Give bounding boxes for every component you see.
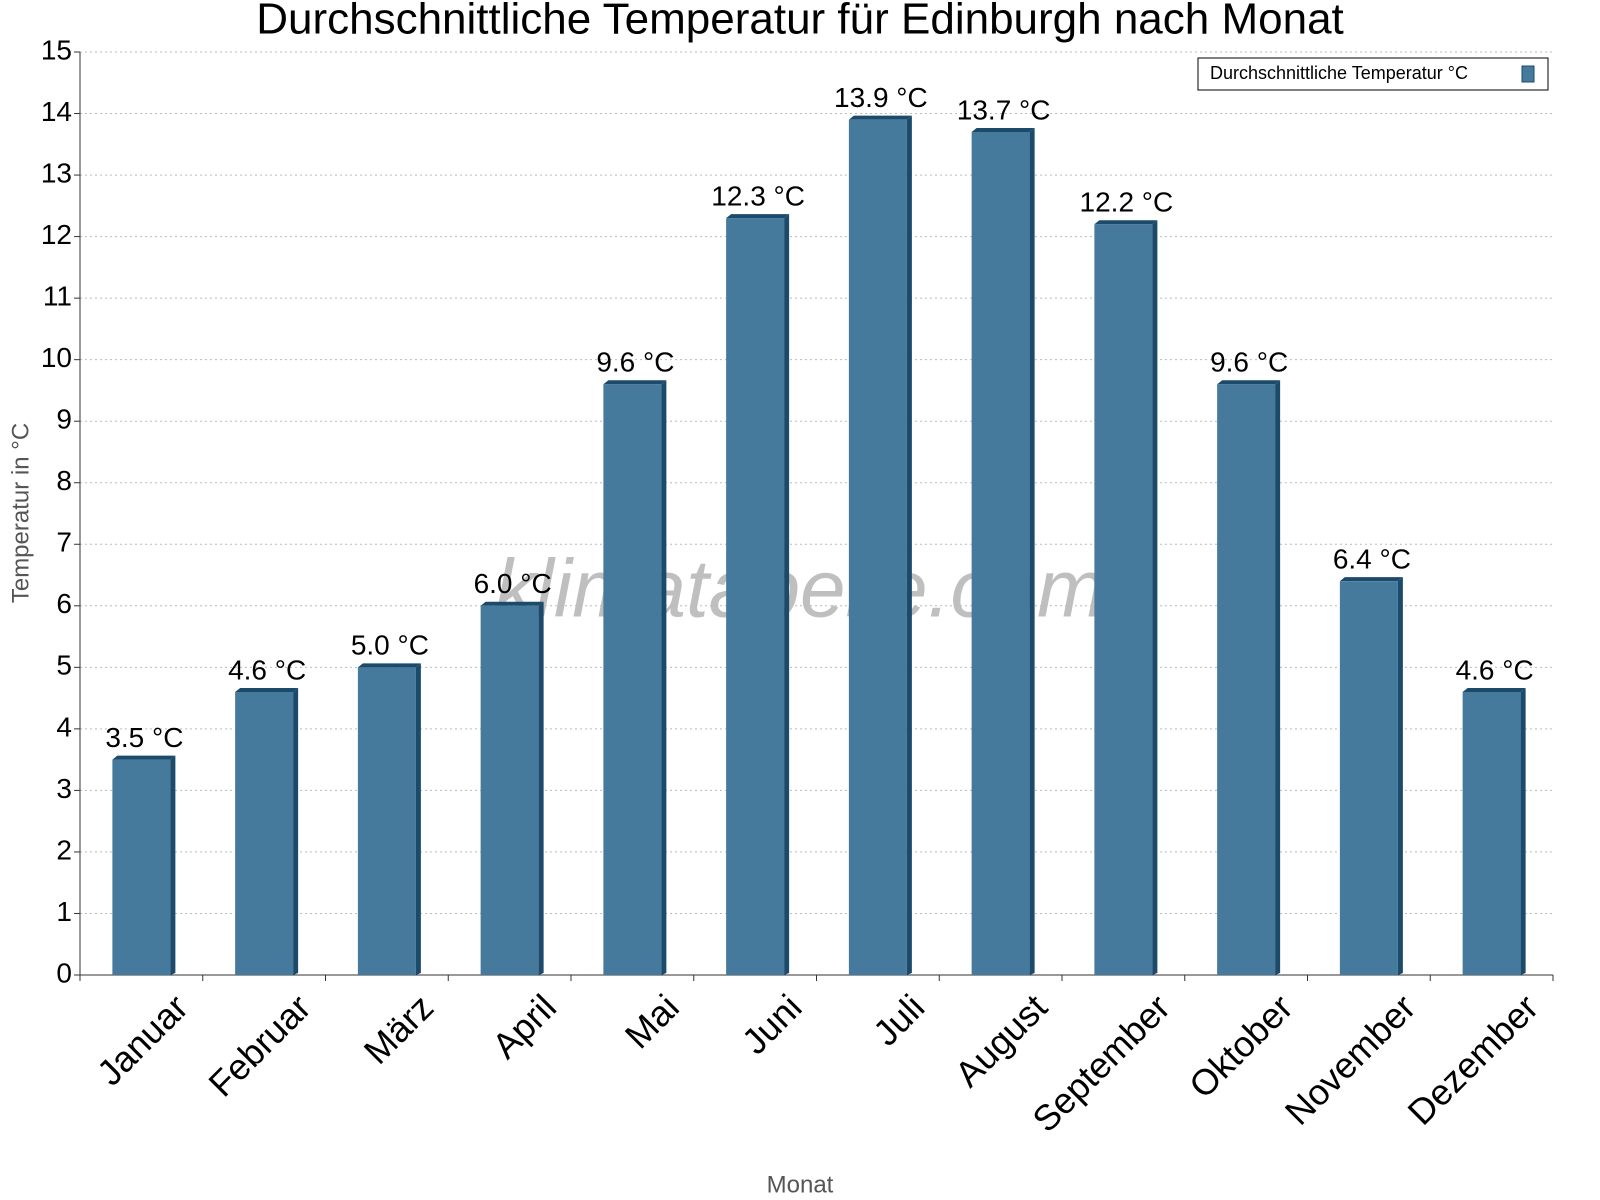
x-tick-label: Oktober (1181, 986, 1301, 1106)
y-tick-label: 3 (56, 773, 72, 804)
x-tick-label: Juni (734, 986, 810, 1062)
y-tick-label: 2 (56, 834, 72, 865)
value-label: 12.3 °C (711, 181, 805, 212)
bar-side (1275, 380, 1281, 975)
bar-side (293, 687, 299, 975)
bar (1339, 581, 1398, 975)
legend-box (1197, 57, 1549, 91)
x-tick-label: April (484, 986, 564, 1066)
bar (235, 691, 294, 975)
x-tick-label: Januar (89, 986, 196, 1093)
y-tick-label: 9 (56, 404, 72, 435)
y-tick-label: 6 (56, 588, 72, 619)
y-tick-label: 12 (41, 219, 72, 250)
value-label: 13.9 °C (834, 82, 928, 113)
chart-title: Durchschnittliche Temperatur für Edinbur… (256, 0, 1344, 44)
bar-side (538, 601, 544, 975)
bar-top (1339, 577, 1403, 582)
x-tick-label: Dezember (1400, 986, 1546, 1132)
bar-side (784, 214, 790, 975)
bar-side (1152, 220, 1158, 975)
value-label: 5.0 °C (351, 630, 429, 661)
y-tick-label: 0 (56, 957, 72, 988)
value-label: 13.7 °C (957, 94, 1051, 125)
value-label: 9.6 °C (596, 347, 674, 378)
y-tick-label: 1 (56, 896, 72, 927)
bar-top (1094, 220, 1158, 225)
value-label: 9.6 °C (1210, 347, 1288, 378)
bar-top (603, 380, 667, 385)
bar (1462, 691, 1521, 975)
bar-side (661, 380, 667, 975)
legend-label: Durchschnittliche Temperatur °C (1210, 63, 1468, 83)
bar-side (415, 663, 421, 975)
x-axis-label: Monat (767, 1171, 834, 1198)
bar (1217, 384, 1276, 975)
y-tick-label: 13 (41, 157, 72, 188)
y-axis-label: Temperatur in °C (7, 423, 34, 603)
bar (480, 605, 539, 975)
y-tick-label: 11 (43, 281, 72, 312)
bar-top (971, 127, 1035, 132)
bar (357, 667, 416, 975)
bar (971, 131, 1030, 975)
y-tick-label: 4 (56, 711, 72, 742)
value-label: 4.6 °C (228, 654, 306, 685)
x-tick-label: November (1277, 986, 1423, 1132)
x-tick-label: August (947, 986, 1055, 1094)
x-tick-label: Februar (200, 986, 318, 1104)
value-label: 4.6 °C (1456, 654, 1534, 685)
bar-top (726, 214, 790, 219)
bar (848, 119, 907, 976)
bar-top (1217, 380, 1281, 385)
y-tick-label: 15 (41, 34, 72, 65)
bar (1094, 224, 1153, 975)
bar-top (357, 663, 421, 668)
bar-side (170, 755, 176, 975)
bar (726, 218, 785, 975)
value-label: 6.4 °C (1333, 544, 1411, 575)
bar-top (1462, 687, 1526, 692)
legend-swatch (1521, 65, 1535, 83)
y-tick-label: 7 (56, 527, 72, 558)
bar-side (906, 115, 912, 976)
x-tick-label: Juli (865, 986, 932, 1053)
bar-side (1029, 127, 1035, 975)
x-tick-label: Mai (617, 986, 687, 1056)
value-label: 3.5 °C (105, 722, 183, 753)
y-tick-label: 8 (56, 465, 72, 496)
bar (112, 759, 171, 975)
bar-side (1520, 687, 1526, 975)
bar-side (1397, 577, 1403, 975)
bar (603, 384, 662, 975)
y-tick-label: 10 (41, 342, 72, 373)
y-tick-label: 5 (56, 650, 72, 681)
value-label: 6.0 °C (474, 568, 552, 599)
bar-top (235, 687, 299, 692)
x-tick-label: März (356, 986, 442, 1072)
y-tick-label: 14 (41, 96, 72, 127)
value-label: 12.2 °C (1080, 187, 1174, 218)
bar-top (112, 755, 176, 760)
bar-top (848, 115, 912, 120)
bar-top (480, 601, 544, 606)
